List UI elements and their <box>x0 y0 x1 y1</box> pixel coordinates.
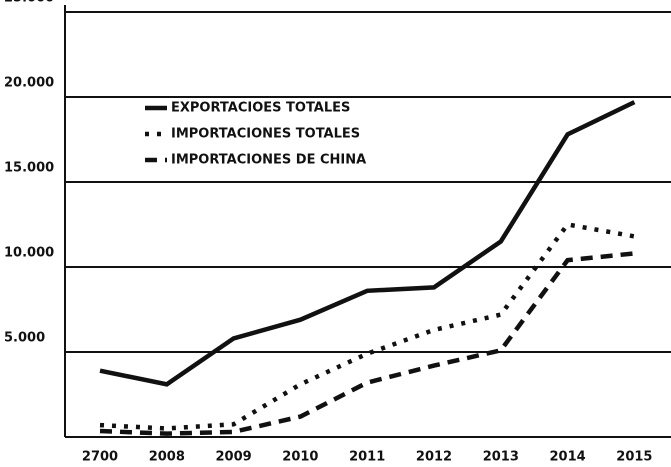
legend-label: EXPORTACIOES TOTALES <box>171 101 350 116</box>
y-tick-label: 10.000 <box>4 246 54 261</box>
x-tick-label: 2012 <box>416 450 452 465</box>
x-tick-label: 2700 <box>82 450 118 465</box>
legend-label: IMPORTACIONES DE CHINA <box>171 153 366 168</box>
y-tick-label: 15.000 <box>4 161 54 176</box>
y-tick-label: 25.000 <box>4 0 54 6</box>
x-tick-label: 2008 <box>149 450 185 465</box>
x-tick-label: 2011 <box>349 450 385 465</box>
legend-label: IMPORTACIONES TOTALES <box>171 127 360 142</box>
x-tick-label: 2013 <box>483 450 519 465</box>
series-line <box>99 100 636 387</box>
x-tick-label: 2009 <box>216 450 252 465</box>
x-tick-label: 2014 <box>550 450 586 465</box>
y-tick-label: 5.000 <box>4 331 45 346</box>
y-tick-label: 20.000 <box>4 76 54 91</box>
series-line <box>99 251 635 436</box>
x-tick-label: 2010 <box>282 450 318 465</box>
x-tick-label: 2015 <box>616 450 652 465</box>
series-line <box>99 222 635 431</box>
